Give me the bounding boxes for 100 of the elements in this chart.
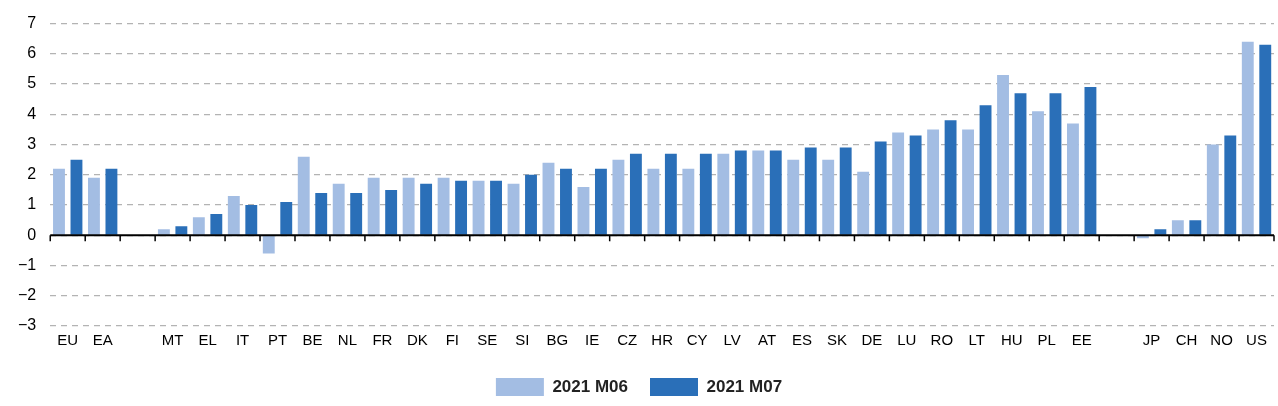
legend-label: 2021 M06: [552, 376, 629, 396]
x-tick-label: MT: [161, 331, 184, 349]
bar: [70, 159, 83, 235]
bar: [280, 202, 293, 235]
bar: [1014, 93, 1027, 235]
x-tick-label: LV: [723, 331, 741, 349]
x-tick-label: AT: [757, 331, 777, 349]
bar: [857, 171, 870, 235]
bar: [612, 159, 625, 235]
bar: [1206, 144, 1219, 235]
bar: [1032, 111, 1044, 235]
x-tick-label: ES: [791, 331, 812, 349]
bar: [647, 168, 660, 235]
bar: [892, 132, 905, 235]
bar: [385, 189, 398, 235]
x-tick-label: US: [1246, 331, 1267, 349]
x-tick-label: DK: [406, 331, 428, 349]
bar: [367, 177, 380, 235]
bar: [560, 168, 572, 235]
bar: [315, 192, 328, 235]
bar: [542, 162, 555, 235]
bar: [979, 105, 992, 235]
x-tick-label: IE: [585, 331, 600, 349]
bar: [245, 205, 258, 235]
x-tick-label: IT: [235, 331, 250, 349]
y-tick-label: 6: [27, 44, 37, 62]
bar: [839, 147, 852, 235]
bar: [227, 195, 240, 235]
bar: [909, 135, 922, 235]
bar: [192, 217, 205, 235]
bar: [420, 183, 433, 235]
bar: [1259, 44, 1272, 235]
bar: [962, 129, 975, 235]
bar: [804, 147, 817, 235]
bar: [490, 180, 502, 235]
y-tick-label: 3: [27, 134, 37, 152]
bar: [525, 174, 537, 235]
bar: [297, 156, 310, 235]
bar: [629, 153, 642, 235]
x-tick-label: BG: [546, 331, 569, 349]
x-tick-label: PL: [1037, 331, 1056, 349]
bar: [472, 180, 485, 235]
bar: [874, 141, 887, 235]
bar: [717, 153, 730, 235]
y-tick-label: −2: [17, 286, 37, 304]
x-tick-label: FI: [445, 331, 460, 349]
bar: [1067, 123, 1079, 235]
bar: [455, 180, 468, 235]
x-tick-label: HR: [651, 331, 674, 349]
bar: [927, 129, 940, 235]
x-tick-label: DE: [861, 331, 883, 349]
x-tick-label: HU: [1000, 331, 1023, 349]
bar: [997, 75, 1009, 235]
x-tick-label: LU: [897, 331, 917, 349]
x-tick-label: CZ: [617, 331, 638, 349]
x-tick-label: SI: [515, 331, 530, 349]
bar: [402, 177, 415, 235]
x-tick-label: NO: [1210, 331, 1233, 349]
x-tick-label: CH: [1175, 331, 1198, 349]
bar: [944, 120, 957, 235]
x-tick-label: RO: [930, 331, 954, 349]
y-tick-label: 0: [27, 225, 37, 243]
x-tick-label: EA: [92, 331, 113, 349]
y-tick-label: 1: [27, 195, 37, 213]
x-tick-label: NL: [337, 331, 358, 349]
bar: [769, 150, 782, 235]
bar: [752, 150, 765, 235]
x-tick-label: EU: [57, 331, 79, 349]
bar: [787, 159, 800, 235]
bar: [1154, 229, 1167, 235]
bar: [262, 235, 275, 254]
bar: [210, 214, 223, 235]
y-tick-label: 2: [27, 165, 37, 183]
bar: [157, 229, 170, 235]
bar: [594, 168, 607, 235]
bar: [88, 177, 100, 235]
y-tick-label: 4: [27, 104, 37, 122]
x-tick-label: PT: [267, 331, 288, 349]
x-tick-label: CY: [686, 331, 708, 349]
bar: [507, 183, 520, 235]
x-tick-label: BE: [302, 331, 323, 349]
bar: [1189, 220, 1202, 235]
x-tick-label: LT: [968, 331, 985, 349]
bar: [175, 226, 188, 235]
bar: [734, 150, 747, 235]
bar: [1224, 135, 1237, 235]
x-tick-label: EE: [1071, 331, 1092, 349]
bar: [332, 183, 345, 235]
bar: [682, 168, 695, 235]
y-tick-label: −1: [17, 255, 37, 273]
y-tick-label: 5: [27, 74, 37, 92]
bar: [1084, 87, 1097, 235]
y-tick-label: 7: [27, 14, 37, 32]
bar: [53, 168, 65, 235]
bar: [577, 186, 590, 235]
bar: [699, 153, 712, 235]
bar: [437, 177, 450, 235]
bar: [664, 153, 677, 235]
bar: [350, 192, 363, 235]
bar: [822, 159, 835, 235]
